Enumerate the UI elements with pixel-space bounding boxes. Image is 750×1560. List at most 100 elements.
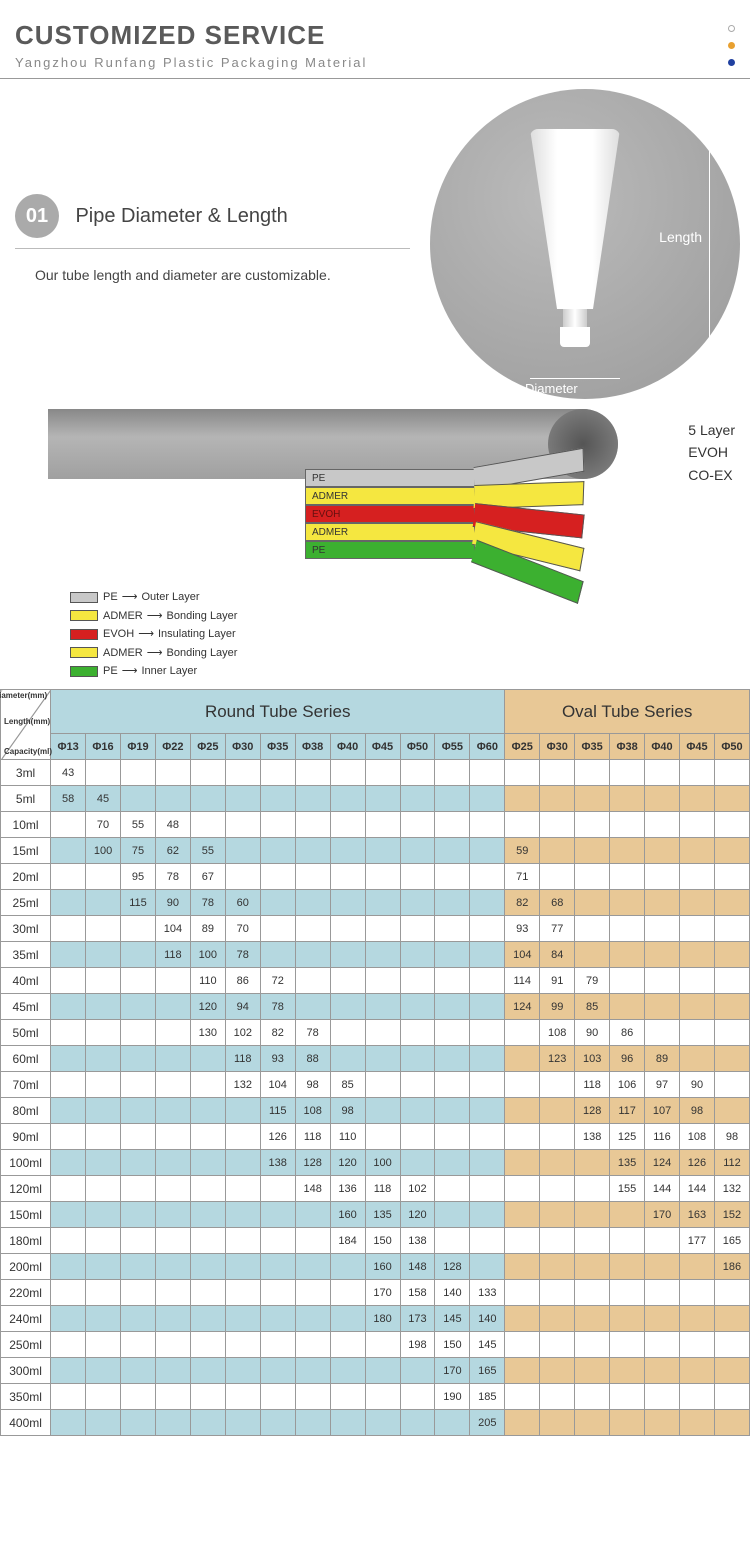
- decorative-dots: [728, 25, 735, 66]
- round-cell: [365, 1358, 400, 1384]
- table-row: 15ml10075625559: [1, 838, 750, 864]
- round-cell: [400, 838, 435, 864]
- round-cell: [470, 1046, 505, 1072]
- oval-cell: 104: [505, 942, 540, 968]
- round-cell: [121, 1020, 156, 1046]
- round-cell: [295, 1254, 330, 1280]
- round-cell: [260, 1202, 295, 1228]
- round-cell: [435, 786, 470, 812]
- round-cell: [190, 1046, 225, 1072]
- round-cell: [435, 1228, 470, 1254]
- round-cell: [86, 890, 121, 916]
- round-cell: [225, 1332, 260, 1358]
- round-cell: [51, 890, 86, 916]
- oval-cell: 144: [645, 1176, 680, 1202]
- oval-cell: [610, 1306, 645, 1332]
- capacity-cell: 35ml: [1, 942, 51, 968]
- oval-cell: 108: [680, 1124, 715, 1150]
- round-cell: [435, 994, 470, 1020]
- round-cell: [435, 1176, 470, 1202]
- round-cell: [225, 760, 260, 786]
- round-cell: [225, 812, 260, 838]
- oval-cell: [645, 1384, 680, 1410]
- round-cell: [225, 838, 260, 864]
- oval-cell: [645, 838, 680, 864]
- oval-cell: [714, 1384, 749, 1410]
- round-cell: [51, 838, 86, 864]
- round-cell: [470, 942, 505, 968]
- oval-cell: 71: [505, 864, 540, 890]
- oval-cell: [645, 1280, 680, 1306]
- capacity-cell: 30ml: [1, 916, 51, 942]
- round-cell: 70: [225, 916, 260, 942]
- round-cell: [435, 942, 470, 968]
- oval-cell: [540, 1124, 575, 1150]
- round-cell: 198: [400, 1332, 435, 1358]
- round-cell: [121, 1254, 156, 1280]
- oval-cell: [540, 1410, 575, 1436]
- table-row: 5ml5845: [1, 786, 750, 812]
- oval-cell: [610, 1254, 645, 1280]
- round-cell: [225, 1228, 260, 1254]
- round-cell: [51, 1228, 86, 1254]
- round-cell: [365, 864, 400, 890]
- round-cell: [225, 1410, 260, 1436]
- oval-cell: [505, 1358, 540, 1384]
- round-cell: [155, 1202, 190, 1228]
- round-cell: [365, 994, 400, 1020]
- round-cell: [365, 1020, 400, 1046]
- oval-cell: [680, 1020, 715, 1046]
- round-cell: [121, 760, 156, 786]
- round-cell: [365, 1384, 400, 1410]
- oval-cell: [575, 1358, 610, 1384]
- round-cell: 120: [190, 994, 225, 1020]
- legend-row: PE⟶Inner Layer: [70, 663, 237, 680]
- oval-cell: 99: [540, 994, 575, 1020]
- oval-col-header: Φ38: [610, 734, 645, 760]
- oval-cell: 118: [575, 1072, 610, 1098]
- oval-cell: 82: [505, 890, 540, 916]
- round-cell: [155, 1280, 190, 1306]
- round-cell: [225, 1124, 260, 1150]
- oval-cell: [540, 1150, 575, 1176]
- oval-cell: [540, 838, 575, 864]
- round-cell: [121, 1046, 156, 1072]
- round-cell: [435, 916, 470, 942]
- round-cell: 173: [400, 1306, 435, 1332]
- oval-cell: [680, 786, 715, 812]
- round-cell: 86: [225, 968, 260, 994]
- round-cell: [225, 1280, 260, 1306]
- oval-cell: [645, 1358, 680, 1384]
- round-cell: [295, 1332, 330, 1358]
- round-cell: 150: [365, 1228, 400, 1254]
- section-badge: 01: [15, 194, 59, 238]
- oval-cell: [645, 1254, 680, 1280]
- oval-cell: 85: [575, 994, 610, 1020]
- round-cell: 55: [121, 812, 156, 838]
- oval-cell: [610, 890, 645, 916]
- oval-cell: 103: [575, 1046, 610, 1072]
- round-cell: [295, 1306, 330, 1332]
- oval-cell: [680, 1332, 715, 1358]
- round-cell: [435, 1150, 470, 1176]
- oval-cell: 126: [680, 1150, 715, 1176]
- round-cell: [51, 1384, 86, 1410]
- round-cell: [435, 864, 470, 890]
- oval-cell: [610, 1332, 645, 1358]
- table-row: 90ml12611811013812511610898: [1, 1124, 750, 1150]
- round-cell: [51, 1072, 86, 1098]
- round-cell: [365, 1124, 400, 1150]
- round-cell: [121, 1306, 156, 1332]
- round-cell: [225, 1254, 260, 1280]
- round-col-header: Φ19: [121, 734, 156, 760]
- round-cell: 170: [435, 1358, 470, 1384]
- round-cell: [330, 1254, 365, 1280]
- oval-cell: 138: [575, 1124, 610, 1150]
- oval-cell: [680, 760, 715, 786]
- oval-cell: [575, 1410, 610, 1436]
- round-cell: [295, 1384, 330, 1410]
- oval-cell: 77: [540, 916, 575, 942]
- oval-cell: [645, 890, 680, 916]
- oval-cell: [540, 1254, 575, 1280]
- round-cell: [470, 838, 505, 864]
